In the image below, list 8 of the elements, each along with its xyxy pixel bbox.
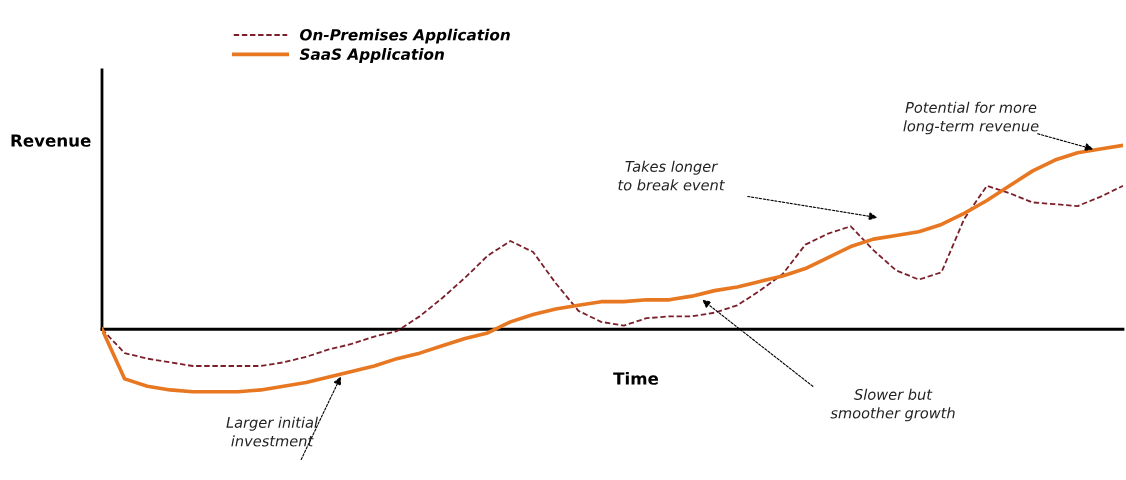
y-axis-title: Revenue: [11, 134, 91, 147]
annotation: Slower but smoother growth: [830, 388, 955, 422]
legend-label: SaaS Application: [299, 48, 444, 63]
text: Potential for more long-term revenue: [903, 101, 1039, 135]
text: Larger initial investment: [226, 416, 318, 447]
annotation: Takes longer to break event: [618, 160, 725, 191]
x-axis-title: Time: [613, 371, 659, 385]
legend-label: On-Premises Application: [300, 28, 510, 44]
